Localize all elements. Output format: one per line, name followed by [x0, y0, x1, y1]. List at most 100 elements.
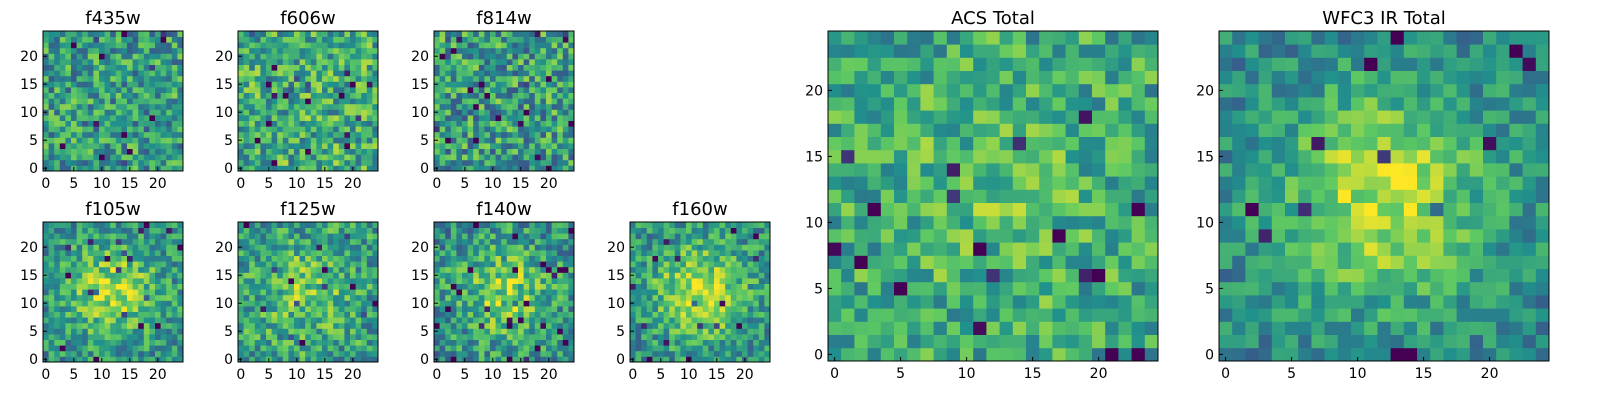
- heatmap-cell: [238, 59, 244, 65]
- heatmap-cell: [686, 227, 692, 234]
- heatmap-cell: [132, 47, 139, 54]
- heatmap-cell: [155, 64, 161, 71]
- heatmap-cell: [350, 92, 356, 99]
- heatmap-cell: [282, 75, 289, 82]
- heatmap-cell: [880, 215, 895, 230]
- heatmap-cell: [54, 328, 61, 335]
- heatmap-cell: [708, 233, 715, 240]
- heatmap-cell: [658, 311, 664, 318]
- heatmap-cell: [166, 278, 173, 284]
- heatmap-cell: [171, 143, 178, 149]
- heatmap-cell: [171, 64, 178, 71]
- heatmap-cell: [288, 47, 295, 54]
- heatmap-cell: [719, 334, 726, 340]
- heatmap-cell: [652, 356, 659, 363]
- heatmap-cell: [155, 300, 161, 307]
- heatmap-cell: [87, 126, 94, 133]
- heatmap-cell: [506, 120, 513, 127]
- heatmap-cell: [93, 255, 100, 262]
- heatmap-cell: [333, 272, 340, 279]
- heatmap-cell: [277, 64, 284, 71]
- heatmap-cell: [736, 261, 743, 268]
- heatmap-cell: [254, 36, 261, 43]
- heatmap-cell: [333, 233, 340, 240]
- heatmap-cell: [254, 294, 261, 301]
- heatmap-cell: [59, 227, 66, 234]
- heatmap-cell: [529, 233, 536, 240]
- heatmap-cell: [65, 165, 72, 172]
- heatmap-cell: [501, 317, 508, 324]
- heatmap-cell: [506, 283, 513, 290]
- heatmap-cell: [445, 109, 452, 116]
- heatmap-cell: [697, 283, 704, 290]
- heatmap-cell: [138, 311, 145, 318]
- heatmap-cell: [82, 238, 89, 245]
- heatmap-cell: [697, 294, 704, 301]
- heatmap-cell: [719, 322, 726, 329]
- heatmap-cell: [529, 53, 536, 60]
- heatmap-cell: [260, 289, 267, 296]
- heatmap-cell: [138, 300, 145, 307]
- heatmap-cell: [344, 283, 351, 290]
- heatmap-cell: [87, 317, 94, 324]
- heatmap-cell: [155, 143, 161, 149]
- heatmap-cell: [104, 148, 111, 155]
- heatmap-cell: [467, 31, 474, 37]
- heatmap-cell: [249, 115, 256, 121]
- heatmap-cell: [1105, 189, 1119, 203]
- heatmap-cell: [271, 345, 278, 352]
- heatmap-cell: [243, 294, 250, 301]
- heatmap-cell: [880, 255, 895, 269]
- heatmap-cell: [697, 334, 704, 340]
- heatmap-cell: [652, 294, 659, 301]
- heatmap-cell: [59, 36, 66, 43]
- heatmap-cell: [557, 356, 564, 363]
- heatmap-cell: [155, 53, 161, 60]
- heatmap-cell: [445, 31, 452, 37]
- heatmap-cell: [445, 289, 452, 296]
- heatmap-cell: [557, 70, 564, 77]
- heatmap-cell: [439, 64, 446, 71]
- heatmap-cell: [110, 103, 117, 110]
- heatmap-cell: [143, 311, 150, 318]
- heatmap-cell: [652, 334, 659, 340]
- heatmap-cell: [93, 227, 100, 234]
- heatmap-cell: [1092, 189, 1106, 203]
- heatmap-cell: [260, 98, 267, 105]
- heatmap-cell: [366, 137, 373, 144]
- heatmap-cell: [155, 350, 161, 357]
- heatmap-cell: [551, 250, 558, 256]
- heatmap-cell: [736, 294, 743, 301]
- heatmap-cell: [143, 322, 150, 329]
- heatmap-cell: [338, 311, 345, 318]
- heatmap-cell: [946, 334, 961, 349]
- heatmap-cell: [166, 266, 173, 273]
- heatmap-cell: [456, 31, 463, 37]
- heatmap-cell: [338, 87, 345, 93]
- heatmap-cell: [93, 328, 100, 335]
- heatmap-cell: [82, 131, 89, 138]
- heatmap-cell: [316, 227, 323, 234]
- heatmap-cell: [316, 53, 323, 60]
- heatmap-cell: [562, 350, 569, 357]
- heatmap-cell: [1105, 347, 1119, 362]
- heatmap-cell: [254, 350, 261, 357]
- heatmap-cell: [344, 36, 351, 43]
- heatmap-cell: [277, 59, 284, 65]
- heatmap-cell: [841, 268, 855, 283]
- heatmap-cell: [764, 356, 771, 363]
- heatmap-cell: [674, 339, 681, 346]
- heatmap-cell: [568, 87, 575, 93]
- heatmap-cell: [523, 233, 530, 240]
- heatmap-cell: [680, 289, 687, 296]
- heatmap-cell: [495, 238, 502, 245]
- heatmap-cell: [907, 229, 921, 243]
- heatmap-cell: [529, 278, 536, 284]
- heatmap-cell: [702, 255, 709, 262]
- heatmap-cell: [490, 278, 496, 284]
- heatmap-cell: [742, 266, 748, 273]
- heatmap-cell: [254, 238, 261, 245]
- heatmap-cell: [529, 109, 536, 116]
- heatmap-cell: [1092, 308, 1106, 322]
- heatmap-cell: [71, 339, 77, 346]
